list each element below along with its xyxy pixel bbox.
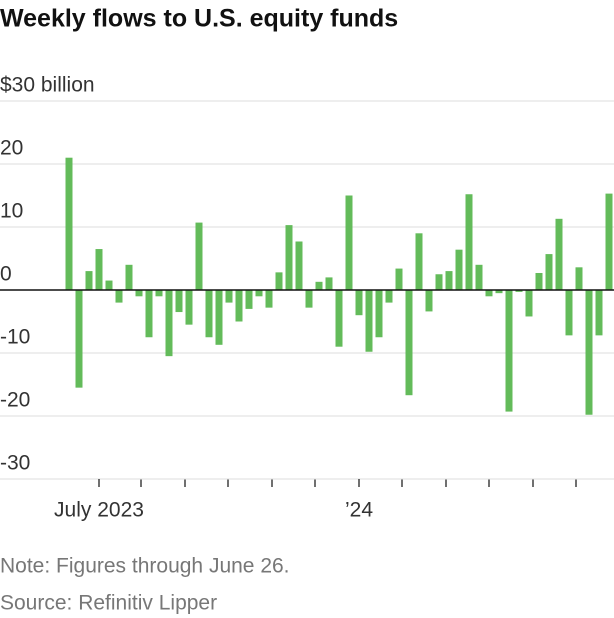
x-tick-label: July 2023 xyxy=(54,499,144,522)
x-tick-label: ’24 xyxy=(345,499,373,522)
bar xyxy=(515,290,523,292)
bar xyxy=(555,218,563,290)
bar xyxy=(345,195,353,290)
bar xyxy=(475,264,483,290)
bar xyxy=(235,290,243,322)
bar xyxy=(385,290,393,303)
bar xyxy=(595,290,603,336)
y-tick-label: 0 xyxy=(0,263,12,286)
bar xyxy=(65,157,73,290)
bar xyxy=(145,290,153,338)
bar xyxy=(575,267,583,290)
bar xyxy=(85,271,93,290)
bar xyxy=(165,290,173,357)
bar xyxy=(215,290,223,345)
bar xyxy=(565,290,573,336)
bar xyxy=(605,193,613,290)
source: Source: Refinitiv Lipper xyxy=(0,592,217,615)
y-tick-label: -10 xyxy=(0,326,30,349)
bar xyxy=(455,249,463,290)
bar xyxy=(175,290,183,313)
bar xyxy=(105,280,113,290)
bar xyxy=(495,290,503,294)
chart-title: Weekly flows to U.S. equity funds xyxy=(0,5,398,33)
bar xyxy=(185,290,193,325)
bar xyxy=(425,290,433,312)
bar xyxy=(295,241,303,290)
bar xyxy=(275,272,283,290)
bar xyxy=(405,290,413,396)
bar xyxy=(205,290,213,338)
bar xyxy=(395,268,403,290)
bar xyxy=(365,290,373,352)
y-tick-label: $30 billion xyxy=(0,74,95,97)
bar xyxy=(355,290,363,316)
bar xyxy=(545,254,553,290)
bar xyxy=(505,290,513,412)
bar xyxy=(285,225,293,290)
bar xyxy=(415,233,423,290)
bar xyxy=(95,249,103,290)
note: Note: Figures through June 26. xyxy=(0,555,290,578)
bar xyxy=(525,290,533,317)
y-tick-label: 20 xyxy=(0,137,23,160)
month-ticks xyxy=(140,479,577,487)
bar xyxy=(435,274,443,290)
bar xyxy=(465,194,473,290)
bar xyxy=(335,290,343,347)
bar xyxy=(135,290,143,297)
bar xyxy=(265,290,273,308)
bar xyxy=(225,290,233,303)
bar xyxy=(155,290,163,297)
bar xyxy=(445,271,453,290)
bar xyxy=(195,222,203,290)
bar xyxy=(255,290,263,297)
bar xyxy=(325,277,333,290)
bar xyxy=(75,290,83,388)
y-tick-label: 10 xyxy=(0,200,23,223)
y-tick-label: -30 xyxy=(0,452,30,475)
bar xyxy=(245,290,253,309)
y-tick-label: -20 xyxy=(0,389,30,412)
bar xyxy=(315,281,323,290)
bar xyxy=(585,290,593,415)
bar xyxy=(115,290,123,303)
bar xyxy=(375,290,383,338)
bar xyxy=(535,272,543,290)
bar xyxy=(485,290,493,297)
bar xyxy=(125,264,133,290)
bar xyxy=(305,290,313,308)
